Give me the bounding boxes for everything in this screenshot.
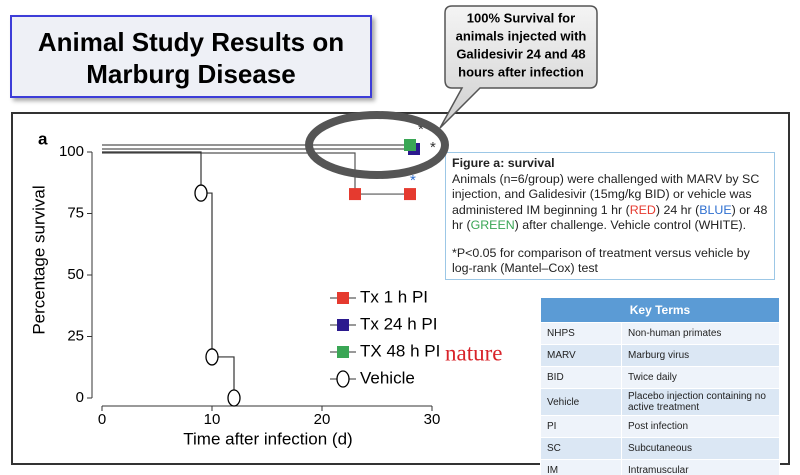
brand: nature <box>445 340 502 365</box>
table-row: MARV Marburg virus <box>540 344 780 367</box>
marker <box>349 188 361 201</box>
table-header: Key Terms <box>540 297 780 323</box>
significance-mark: * <box>430 139 436 156</box>
table-cell: Vehicle <box>540 388 622 416</box>
x-axis-label: Time after infection (d) <box>183 429 352 448</box>
y-tick-label: 50 <box>67 266 84 283</box>
text: ) 24 hr ( <box>655 202 700 217</box>
table-cell: Non-human primates <box>621 322 780 345</box>
marker <box>205 348 219 366</box>
legend-marker <box>337 292 349 304</box>
survival-line <box>102 151 235 398</box>
table-cell: Twice daily <box>621 366 780 389</box>
caption-heading: Figure a: survival <box>452 156 555 170</box>
legend-marker <box>337 346 349 358</box>
legend-label: Tx 1 h PI <box>360 287 428 306</box>
title-line: Animal Study Results on <box>37 27 345 57</box>
survival-line <box>102 152 410 195</box>
x-tick-label: 10 <box>204 411 221 428</box>
table-cell: Subcutaneous <box>621 437 780 460</box>
table-row: IM Intramuscular <box>540 459 780 475</box>
table-row: NHPS Non-human primates <box>540 322 780 345</box>
text: ) after challenge. Vehicle control (WHIT… <box>514 218 747 232</box>
table-row: SC Subcutaneous <box>540 437 780 460</box>
table-cell: Intramuscular <box>621 459 780 475</box>
y-tick-label: 0 <box>76 389 84 406</box>
table-cell: BID <box>540 366 622 389</box>
table-row: Vehicle Placebo injection containing no a… <box>540 388 780 416</box>
table-cell: NHPS <box>540 322 622 345</box>
table-cell: SC <box>540 437 622 460</box>
x-tick-label: 0 <box>98 411 106 428</box>
y-axis-label: Percentage survival <box>29 185 48 334</box>
caption-footnote: *P<0.05 for comparison of treatment vers… <box>452 245 750 276</box>
marker <box>404 188 416 201</box>
text: BLUE <box>699 202 732 217</box>
table-header-row: Key Terms <box>540 297 780 323</box>
panel-label: a <box>38 129 48 148</box>
table-row: BID Twice daily <box>540 366 780 389</box>
marker <box>227 389 241 407</box>
caption: Figure a: survival Animals (n=6/group) w… <box>445 152 775 280</box>
text: ) or 48 hr ( <box>452 202 768 233</box>
text: Animals (n=6/group) were challenged with… <box>452 171 760 217</box>
y-tick-label: 75 <box>67 204 84 221</box>
marker <box>404 139 416 151</box>
text: RED <box>629 202 656 217</box>
significance-mark: * <box>410 172 416 189</box>
legend-label: Vehicle <box>360 368 415 387</box>
marker <box>194 184 208 202</box>
legend-label: TX 48 h PI <box>360 341 440 360</box>
text: GREEN <box>470 218 515 232</box>
y-tick-label: 25 <box>67 327 84 344</box>
caption-body: Animals (n=6/group) were challenged with… <box>452 172 768 234</box>
table-cell: MARV <box>540 344 622 367</box>
title-line: Marburg Disease <box>86 59 296 89</box>
table-cell: Marburg virus <box>621 344 780 367</box>
significance-mark: * <box>418 121 424 138</box>
legend-marker <box>336 370 350 388</box>
title-box: Animal Study Results on Marburg Disease <box>10 15 372 98</box>
table-cell: Post infection <box>621 415 780 438</box>
legend-marker <box>337 319 349 331</box>
table-row: PI Post infection <box>540 415 780 438</box>
table-cell: Placebo injection containing no active t… <box>621 388 780 416</box>
x-tick-label: 20 <box>314 411 331 428</box>
table-cell: PI <box>540 415 622 438</box>
table-cell: IM <box>540 459 622 475</box>
y-tick-label: 100 <box>59 143 84 160</box>
key-terms-table: Key Terms NHPS Non-human primates MARV Marbu… <box>540 297 780 475</box>
x-tick-label: 30 <box>424 411 441 428</box>
legend-label: Tx 24 h PI <box>360 314 437 333</box>
